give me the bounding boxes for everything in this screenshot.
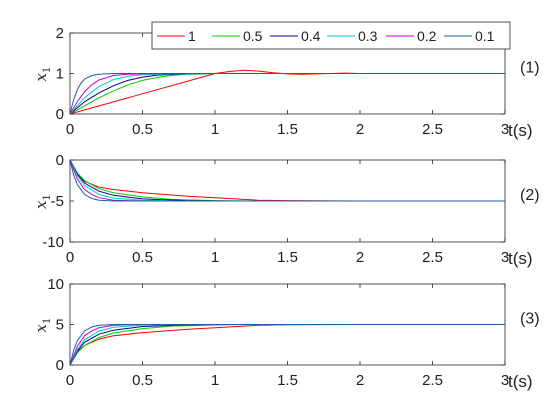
x-tick-label: 3	[501, 249, 509, 266]
x-tick-label: 1	[211, 372, 219, 389]
x-tick-label: 1.5	[277, 121, 298, 138]
y-tick-label: 5	[56, 317, 64, 334]
x-tick-label: 1.5	[277, 249, 298, 266]
y-tick-label: 1	[56, 66, 64, 83]
x-tick-label: 0	[66, 372, 74, 389]
x-axis-label: t(s)	[508, 249, 533, 268]
y-axis-label-subscript: 1	[42, 318, 53, 324]
series-line-0.1	[70, 73, 505, 114]
x-tick-label: 3	[501, 372, 509, 389]
x-tick-label: 2.5	[422, 121, 443, 138]
legend-label: 0.3	[358, 28, 378, 44]
legend: 1 0.5 0.4 0.3 0.2 0.1	[151, 21, 511, 50]
x-tick-label: 1.5	[277, 372, 298, 389]
y-axis-label: x1	[32, 194, 53, 209]
y-tick-label: -10	[42, 234, 64, 251]
series-line-0.1	[70, 324, 505, 365]
panel-label: (3)	[520, 311, 540, 328]
y-tick-label: 2	[56, 25, 64, 42]
x-tick-label: 0	[66, 249, 74, 266]
x-tick-label: 0.5	[132, 249, 153, 266]
y-axis-label-subscript: 1	[42, 194, 53, 200]
series-line-0.1	[70, 160, 505, 202]
x-tick-label: 2.5	[422, 372, 443, 389]
legend-label: 1	[188, 28, 196, 44]
x-axis-label: t(s)	[508, 372, 533, 391]
legend-label: 0.2	[417, 28, 437, 44]
x-tick-label: 0.5	[132, 372, 153, 389]
x-axis-label: t(s)	[508, 121, 533, 140]
y-axis-label-main: x	[32, 200, 50, 209]
x-tick-label: 0.5	[132, 121, 153, 138]
x-tick-label: 1	[211, 249, 219, 266]
y-tick-label: 0	[56, 152, 64, 169]
y-axis-label-main: x	[32, 73, 50, 82]
y-axis-label-subscript: 1	[42, 67, 53, 73]
legend-label: 0.5	[243, 28, 263, 44]
x-tick-label: 2	[356, 249, 364, 266]
x-tick-label: 2	[356, 121, 364, 138]
panel-label: (2)	[520, 187, 540, 204]
x-tick-label: 2	[356, 372, 364, 389]
x-tick-label: 0	[66, 121, 74, 138]
legend-label: 0.4	[301, 28, 321, 44]
x-tick-label: 3	[501, 121, 509, 138]
y-axis-label-main: x	[32, 324, 50, 333]
legend-label: 0.1	[475, 28, 495, 44]
y-tick-label: 10	[47, 276, 64, 293]
y-axis-label: x1	[32, 67, 53, 82]
y-tick-label: -5	[51, 193, 64, 210]
y-tick-label: 0	[56, 357, 64, 374]
x-tick-label: 1	[211, 121, 219, 138]
x-tick-label: 2.5	[422, 249, 443, 266]
y-tick-label: 0	[56, 106, 64, 123]
y-axis-label: x1	[32, 318, 53, 333]
panel-label: (1)	[520, 60, 540, 77]
